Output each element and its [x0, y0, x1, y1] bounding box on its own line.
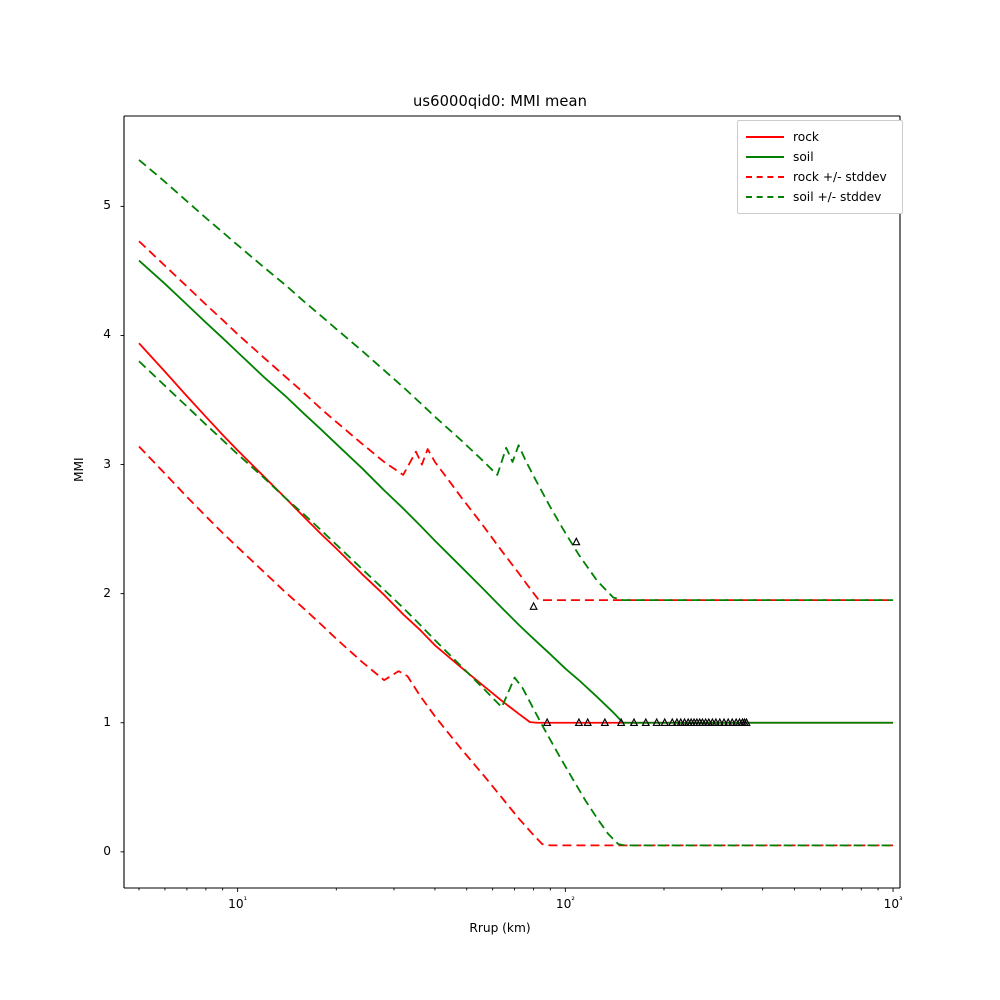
scatter-marker-triangle: [715, 717, 725, 727]
x-tick-label: 10²: [555, 895, 575, 911]
legend-swatch-soil-stddev: [746, 190, 784, 204]
legend-swatch-rock: [746, 130, 784, 144]
scatter-marker-triangle: [600, 717, 610, 727]
legend-item: soil +/- stddev: [746, 187, 894, 207]
scatter-marker-triangle: [542, 717, 552, 727]
legend-label-rock: rock: [793, 130, 819, 144]
scatter-marker-triangle: [668, 717, 677, 727]
plot-area-background: [124, 116, 900, 888]
legend-swatch-soil: [746, 150, 784, 164]
legend-swatch-rock-stddev: [746, 170, 784, 184]
series-line-soil-stddev: [138, 159, 894, 602]
scatter-marker-triangle: [616, 717, 626, 727]
scatter-marker-triangle: [641, 717, 651, 727]
y-tick-label: 0: [103, 843, 111, 858]
series-line-rock-stddev: [138, 240, 894, 602]
legend-label-soil-stddev: soil +/- stddev: [793, 190, 882, 204]
scatter-marker-triangle: [723, 717, 733, 727]
scatter-marker-triangle: [660, 717, 669, 727]
scatter-marker-triangle: [529, 601, 538, 610]
series-line-rock-stddev: [138, 445, 894, 847]
legend-item: soil: [746, 147, 894, 167]
series-group: [138, 159, 894, 847]
scatter-group: [529, 537, 751, 727]
scatter-marker-triangle: [742, 717, 751, 727]
scatter-marker-triangle: [629, 717, 639, 727]
y-tick-label: 1: [103, 714, 111, 729]
y-tick-label: 5: [103, 198, 111, 213]
x-tick-label: 10³: [883, 895, 903, 911]
series-line-rock: [138, 342, 894, 724]
scatter-marker-triangle: [652, 717, 661, 727]
scatter-marker-triangle: [719, 717, 729, 727]
legend-label-rock-stddev: rock +/- stddev: [793, 170, 887, 184]
scatter-marker-triangle: [583, 717, 592, 727]
legend: rock soil rock +/- stddev soil +/- stdde…: [737, 120, 903, 214]
x-axis-label: Rrup (km): [469, 921, 531, 935]
y-tick-label: 3: [103, 456, 111, 471]
legend-item: rock: [746, 127, 894, 147]
legend-item: rock +/- stddev: [746, 167, 894, 187]
legend-label-soil: soil: [793, 150, 814, 164]
y-tick-label: 2: [103, 585, 111, 600]
scatter-marker-triangle: [574, 717, 584, 727]
x-tick-label: 10¹: [228, 895, 248, 911]
series-line-soil: [138, 259, 894, 724]
y-tick-label: 4: [103, 327, 111, 342]
scatter-marker-triangle: [572, 537, 581, 546]
page-title: us6000qid0: MMI mean: [412, 93, 588, 110]
axis-spines: [123, 115, 901, 889]
